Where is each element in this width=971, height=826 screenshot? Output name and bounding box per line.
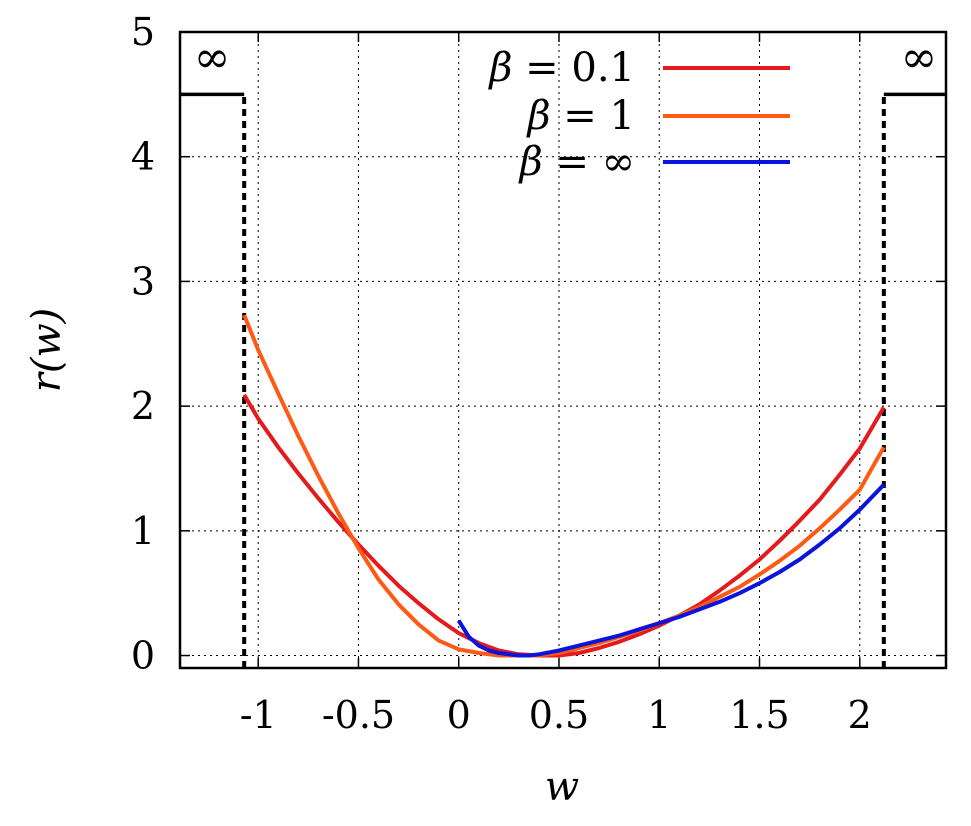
y-tick-label: 1	[131, 509, 155, 553]
legend-value: = ∞	[543, 139, 635, 185]
y-tick-label: 3	[131, 259, 155, 303]
plot-frame	[178, 30, 948, 670]
y-tick-label: 0	[131, 634, 155, 678]
x-tick-label: 1.5	[729, 693, 789, 737]
left-infinity-label: ∞	[194, 32, 231, 83]
y-tick-label: 5	[131, 10, 155, 54]
y-tick-label: 4	[131, 135, 155, 179]
infinite-barriers: ∞ ∞	[180, 32, 946, 668]
series-line-3	[457, 483, 886, 658]
right-infinity-label: ∞	[901, 32, 938, 83]
legend-label-3: β = ∞	[518, 139, 635, 185]
x-tick-label: 2	[848, 693, 872, 737]
ticks	[180, 31, 946, 668]
x-tick-label: 1	[647, 693, 671, 737]
tick-labels: -1 -0.5 0 0.5 1 1.5 2 0 1 2 3 4 5	[131, 10, 872, 737]
x-tick-label: -0.5	[322, 693, 395, 737]
x-axis-label: w	[545, 764, 579, 810]
series-line-2	[242, 314, 886, 658]
x-tick-label: 0	[447, 693, 471, 737]
legend-value: = 0.1	[512, 45, 635, 91]
legend: β = 0.1β = 1β = ∞	[487, 45, 790, 185]
y-axis-label: r(w)	[24, 308, 70, 393]
legend-value: = 1	[551, 93, 635, 139]
y-tick-label: 2	[131, 384, 155, 428]
x-tick-label: 0.5	[529, 693, 589, 737]
series-layer	[242, 314, 886, 658]
grid	[180, 32, 946, 668]
legend-label-2: β = 1	[525, 93, 635, 139]
series-line-1	[242, 393, 886, 658]
legend-label-1: β = 0.1	[487, 45, 635, 91]
x-tick-label: -1	[240, 693, 277, 737]
legend-symbol: β	[518, 139, 543, 185]
legend-symbol: β	[487, 45, 512, 91]
legend-symbol: β	[525, 93, 550, 139]
